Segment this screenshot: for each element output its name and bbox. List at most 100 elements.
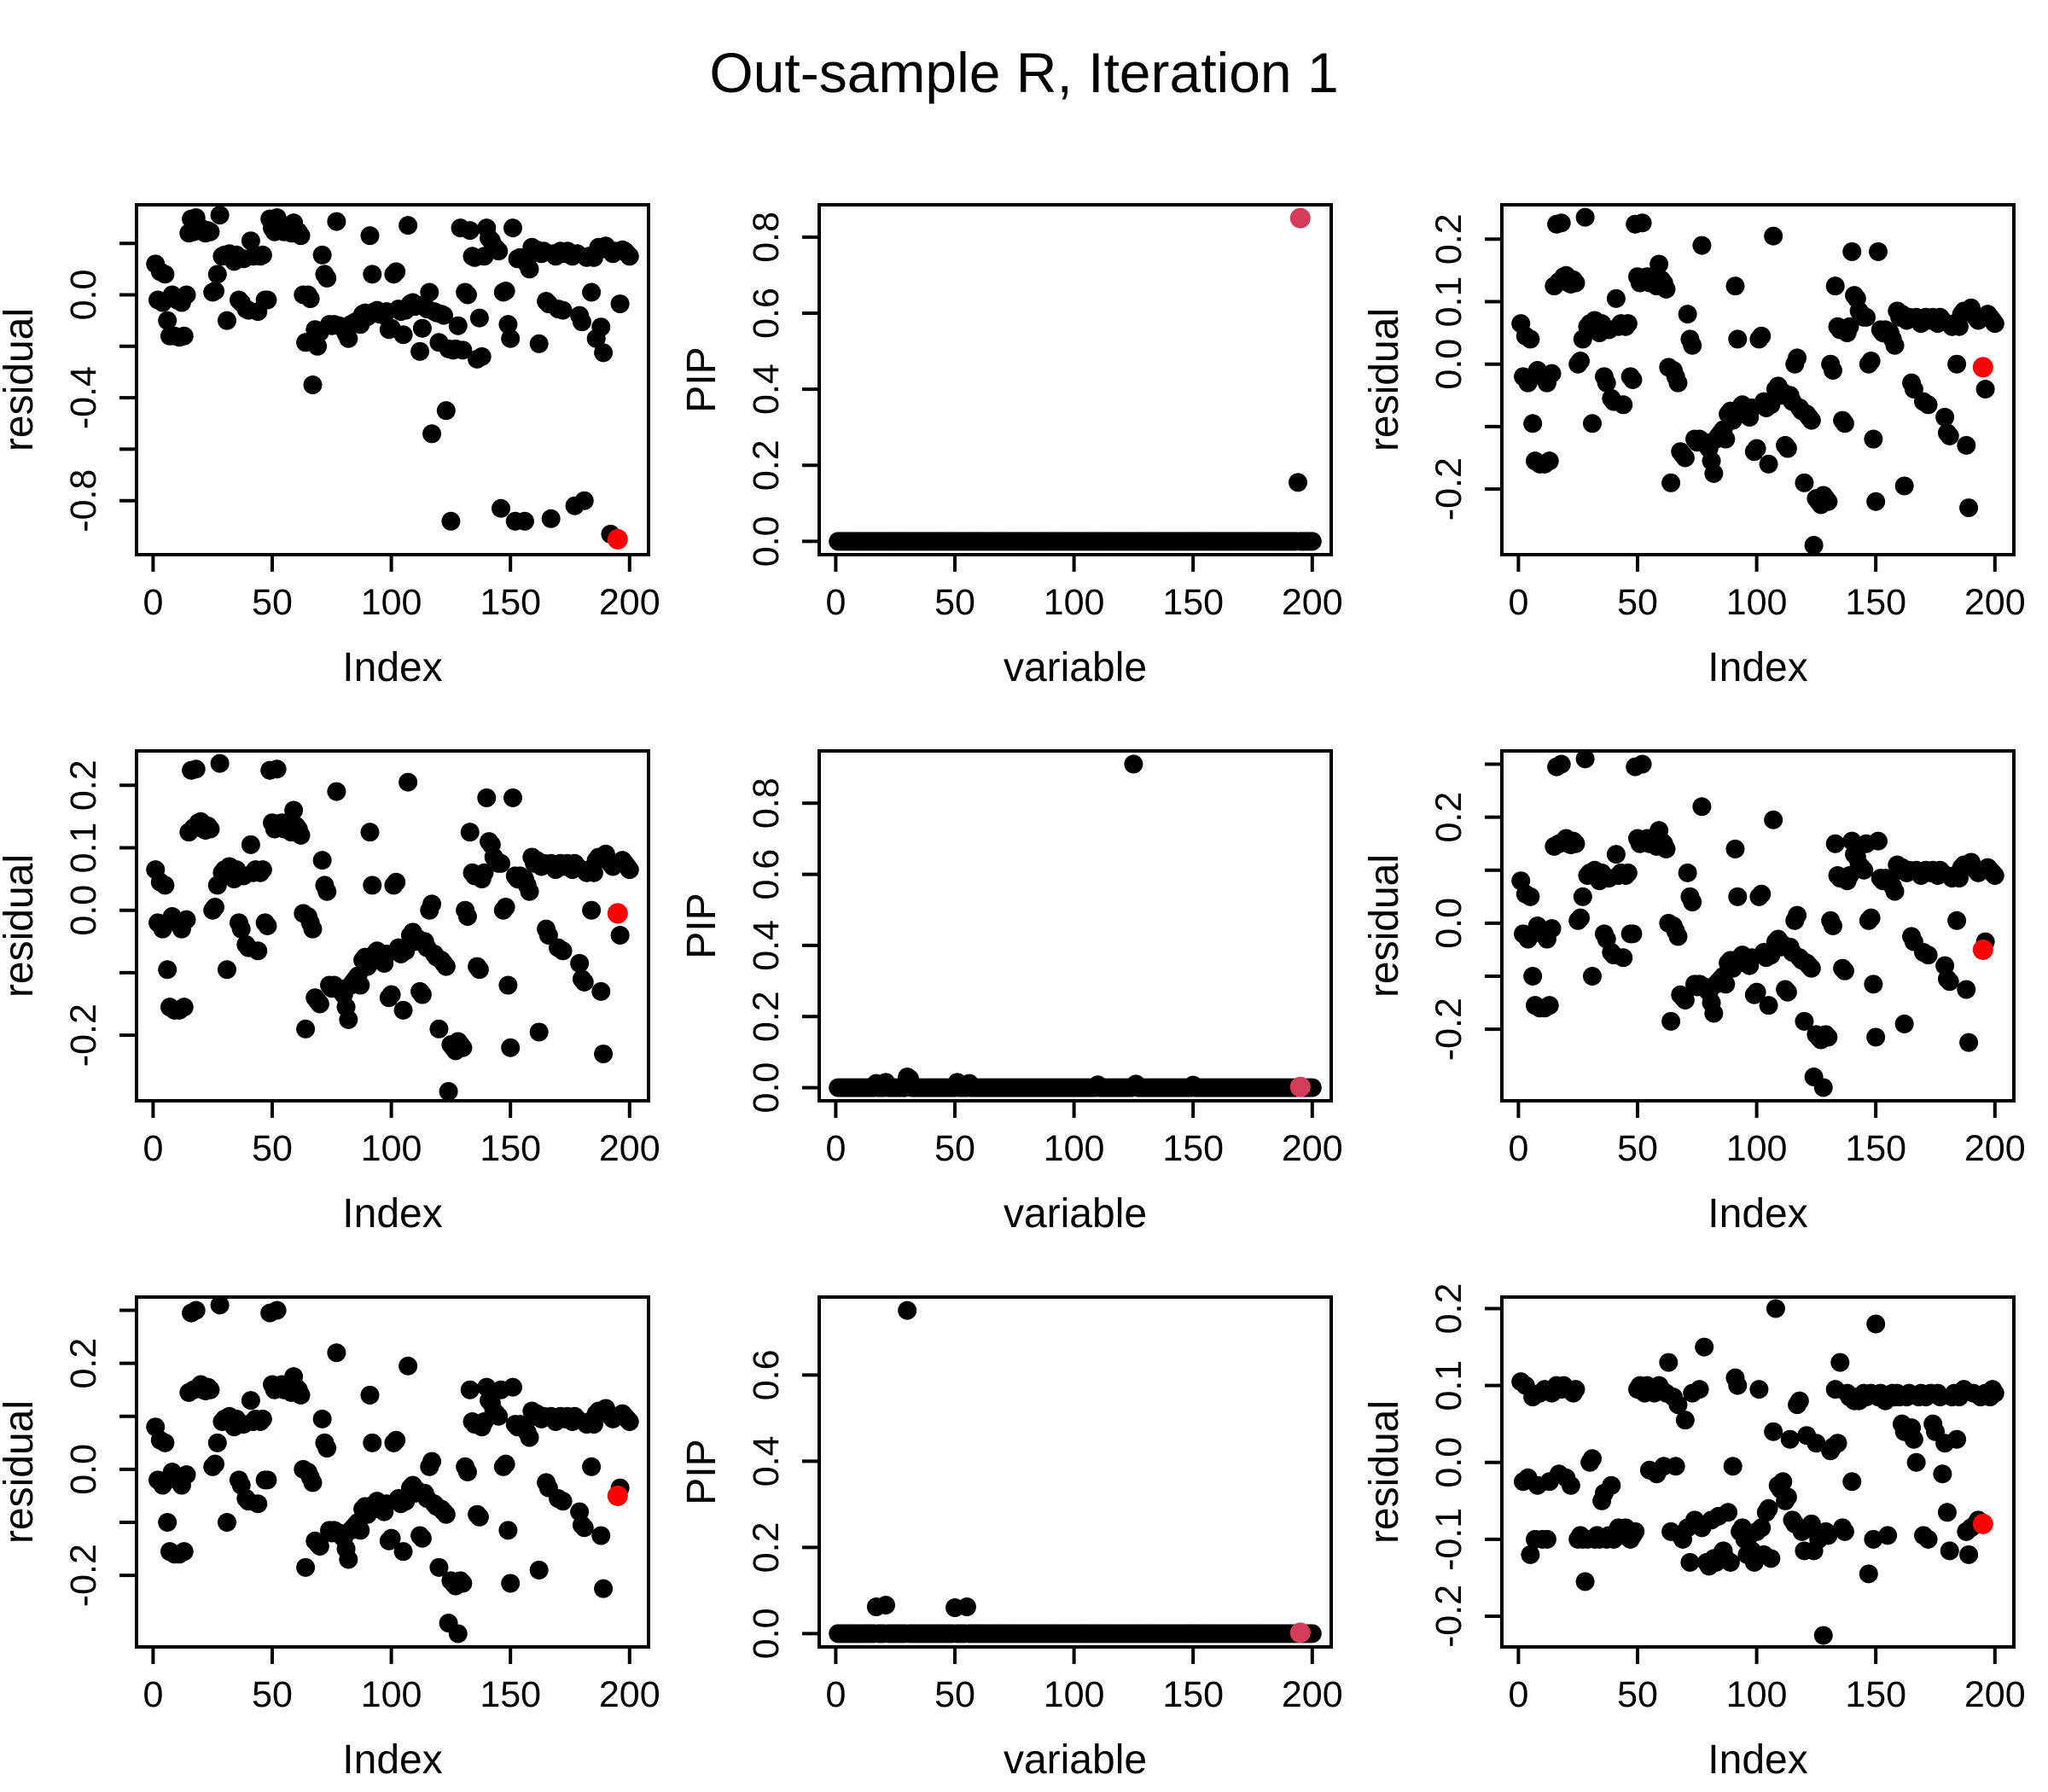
data-point	[1656, 279, 1676, 299]
y-tick-label: -0.2	[63, 1544, 104, 1607]
x-tick-label: 200	[1282, 582, 1343, 623]
data-point	[303, 919, 323, 939]
data-point	[1666, 1457, 1685, 1476]
data-point	[474, 863, 494, 882]
data-point	[381, 1528, 401, 1548]
data-point	[241, 1391, 260, 1411]
data-point	[1626, 1521, 1645, 1541]
x-tick-label: 50	[934, 1674, 975, 1715]
data-point	[489, 241, 509, 261]
data-point	[472, 346, 492, 366]
data-point	[520, 1428, 539, 1447]
data-point	[429, 1019, 449, 1039]
data-point	[1719, 1503, 1738, 1522]
data-point	[1759, 996, 1778, 1015]
data-point	[412, 1528, 432, 1548]
data-point	[1690, 1380, 1709, 1399]
data-point	[1632, 213, 1652, 233]
highlight-point-red	[607, 528, 628, 550]
data-point	[1842, 1472, 1862, 1492]
data-point	[582, 282, 602, 302]
data-point	[594, 343, 614, 363]
data-point	[207, 1433, 227, 1452]
y-tick-label: 0.4	[746, 920, 787, 971]
data-point	[436, 401, 456, 421]
data-point	[310, 994, 329, 1014]
data-point	[1918, 395, 1938, 415]
x-tick-label: 100	[1044, 1128, 1105, 1169]
data-point	[310, 1536, 329, 1556]
data-point	[1695, 1337, 1714, 1357]
data-point	[412, 985, 432, 1004]
data-point	[434, 305, 454, 325]
data-point	[1894, 476, 1914, 496]
x-axis-title: variable	[1004, 645, 1147, 690]
y-tick-label: 0.1	[1428, 1360, 1469, 1411]
data-point	[1777, 439, 1797, 458]
data-point	[1959, 498, 1979, 518]
data-point	[177, 1465, 196, 1485]
data-point	[1788, 905, 1807, 925]
x-tick-label: 50	[934, 582, 975, 623]
x-axis-title: Index	[342, 645, 442, 690]
x-tick-label: 50	[252, 582, 293, 623]
data-point	[217, 1513, 236, 1533]
data-point	[436, 957, 456, 976]
data-point	[1840, 317, 1859, 336]
data-point	[498, 1521, 518, 1540]
data-point	[1659, 1353, 1679, 1372]
data-point	[1985, 865, 2004, 885]
data-point	[460, 221, 480, 241]
data-point	[300, 289, 320, 309]
data-point	[448, 316, 468, 335]
data-point	[1539, 451, 1559, 471]
data-point	[520, 881, 539, 901]
data-point	[351, 1521, 370, 1540]
data-point	[1683, 335, 1702, 355]
y-tick-label: 0.0	[746, 1062, 787, 1114]
data-point	[153, 1475, 172, 1495]
x-tick-label: 100	[361, 1674, 422, 1715]
y-tick-label: -0.8	[63, 469, 104, 532]
data-point	[158, 960, 177, 980]
data-point	[503, 218, 522, 238]
data-point	[501, 1574, 521, 1593]
data-point	[1668, 1395, 1688, 1415]
data-point	[1864, 429, 1883, 449]
data-point	[1747, 982, 1766, 1002]
data-point	[339, 1009, 358, 1029]
data-point	[520, 259, 539, 279]
panel-residual-iter1-after: 0 50 100 150 200 0.2 0.1 0.0 -0.2 Index residual	[1362, 203, 2026, 690]
data-point	[1935, 407, 1955, 427]
y-tick-label: 0.2	[746, 439, 787, 491]
data-point	[515, 511, 534, 531]
data-point	[1878, 1526, 1898, 1545]
data-point	[1825, 834, 1845, 853]
y-axis-title: residual	[0, 308, 42, 451]
data-point	[1957, 980, 1976, 999]
y-tick-label: 0.8	[746, 212, 787, 263]
x-tick-label: 150	[1162, 1128, 1224, 1169]
y-axis-title: residual	[1362, 1400, 1407, 1544]
data-point	[489, 1406, 509, 1426]
data-point	[574, 972, 594, 992]
data-point	[174, 998, 194, 1017]
data-point	[553, 941, 573, 961]
data-point	[177, 910, 196, 929]
data-point	[1777, 1487, 1797, 1507]
data-point	[1868, 241, 1888, 261]
data-point	[439, 1082, 458, 1102]
x-tick-label: 50	[1617, 582, 1658, 623]
data-point	[258, 290, 277, 310]
x-tick-label: 200	[599, 1128, 660, 1169]
y-tick-label: 0.6	[746, 1350, 787, 1401]
data-point	[501, 329, 521, 348]
data-point	[1823, 361, 1842, 381]
data-point	[312, 851, 332, 870]
data-point	[393, 1000, 413, 1020]
data-point	[201, 1380, 220, 1399]
data-point	[1597, 373, 1616, 393]
data-point	[1716, 975, 1736, 994]
data-point	[457, 907, 477, 927]
